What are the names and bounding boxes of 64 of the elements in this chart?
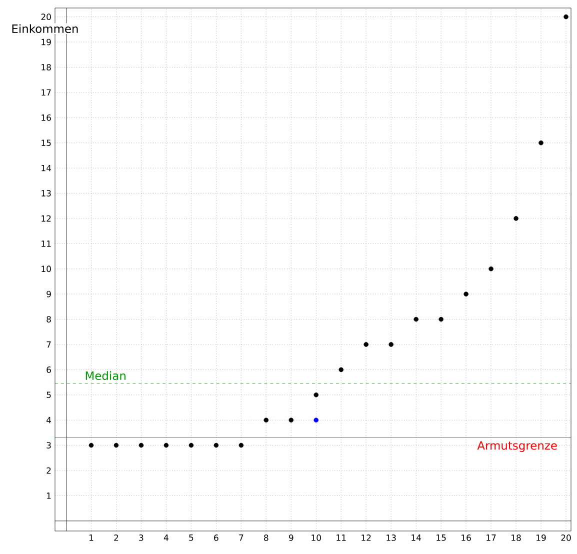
x-tick-label: 10 <box>312 534 321 541</box>
point <box>364 342 368 347</box>
point <box>138 442 144 448</box>
y-tick-label: 11 <box>42 240 51 247</box>
y-tick-label: 12 <box>42 215 51 222</box>
y-tick-label: 14 <box>42 164 51 172</box>
point <box>564 14 568 20</box>
x-tick-label: 16 <box>462 534 471 541</box>
point <box>488 266 494 272</box>
point <box>214 442 219 448</box>
y-tick-label: 5 <box>46 392 51 398</box>
point <box>288 418 294 422</box>
x-tick-label: 12 <box>362 534 371 541</box>
y-tick-label: 16 <box>42 114 51 121</box>
point <box>388 342 394 347</box>
x-tick-label: 13 <box>386 534 396 541</box>
x-tick-label: 18 <box>512 534 521 541</box>
point <box>88 442 94 448</box>
y-tick-label: 13 <box>42 190 51 196</box>
y-tick-label: 17 <box>42 89 51 96</box>
y-tick-label: 15 <box>42 140 51 146</box>
point <box>464 292 468 296</box>
y-tick-label: 6 <box>46 366 51 373</box>
x-tick-label: 14 <box>412 534 421 541</box>
y-tick-label: 7 <box>46 341 51 348</box>
point <box>514 216 518 221</box>
point <box>314 418 319 422</box>
x-tick-label: 4 <box>164 534 168 541</box>
point <box>538 140 544 146</box>
x-tick-label: 11 <box>336 534 346 541</box>
point <box>314 392 319 398</box>
y-axis-title: Einkommen <box>12 24 78 34</box>
x-tick-label: 15 <box>436 534 446 541</box>
point <box>164 442 169 448</box>
x-tick-label: 8 <box>264 534 268 541</box>
y-tick-label: 10 <box>42 266 51 272</box>
x-tick-label: 19 <box>536 534 546 541</box>
x-tick-label: 5 <box>189 534 194 541</box>
x-tick-label: 9 <box>288 534 294 541</box>
x-tick-label: 2 <box>114 534 118 541</box>
ref-line-label: Median <box>86 371 126 380</box>
x-tick-label: 7 <box>239 534 244 541</box>
point <box>414 316 418 322</box>
y-tick-label: 18 <box>42 64 51 70</box>
x-tick-label: 6 <box>214 534 218 541</box>
ref-line-label: Armutsgrenze <box>477 441 557 452</box>
x-tick-label: 17 <box>486 534 496 541</box>
point <box>114 442 119 448</box>
point <box>238 442 244 448</box>
y-tick-label: 3 <box>46 442 51 449</box>
x-tick-label: 1 <box>89 534 94 541</box>
point <box>264 418 269 422</box>
y-tick-label: 1 <box>47 492 51 499</box>
y-tick-label: 4 <box>46 417 51 424</box>
point <box>338 367 344 372</box>
y-tick-label: 8 <box>46 316 51 322</box>
y-tick-label: 20 <box>41 14 51 20</box>
y-tick-label: 19 <box>42 38 51 46</box>
y-tick-label: 9 <box>46 290 51 298</box>
x-tick-label: 20 <box>561 534 571 541</box>
point <box>438 316 444 322</box>
point <box>188 442 194 448</box>
x-tick-label: 3 <box>139 534 144 541</box>
y-tick-label: 2 <box>46 467 51 474</box>
